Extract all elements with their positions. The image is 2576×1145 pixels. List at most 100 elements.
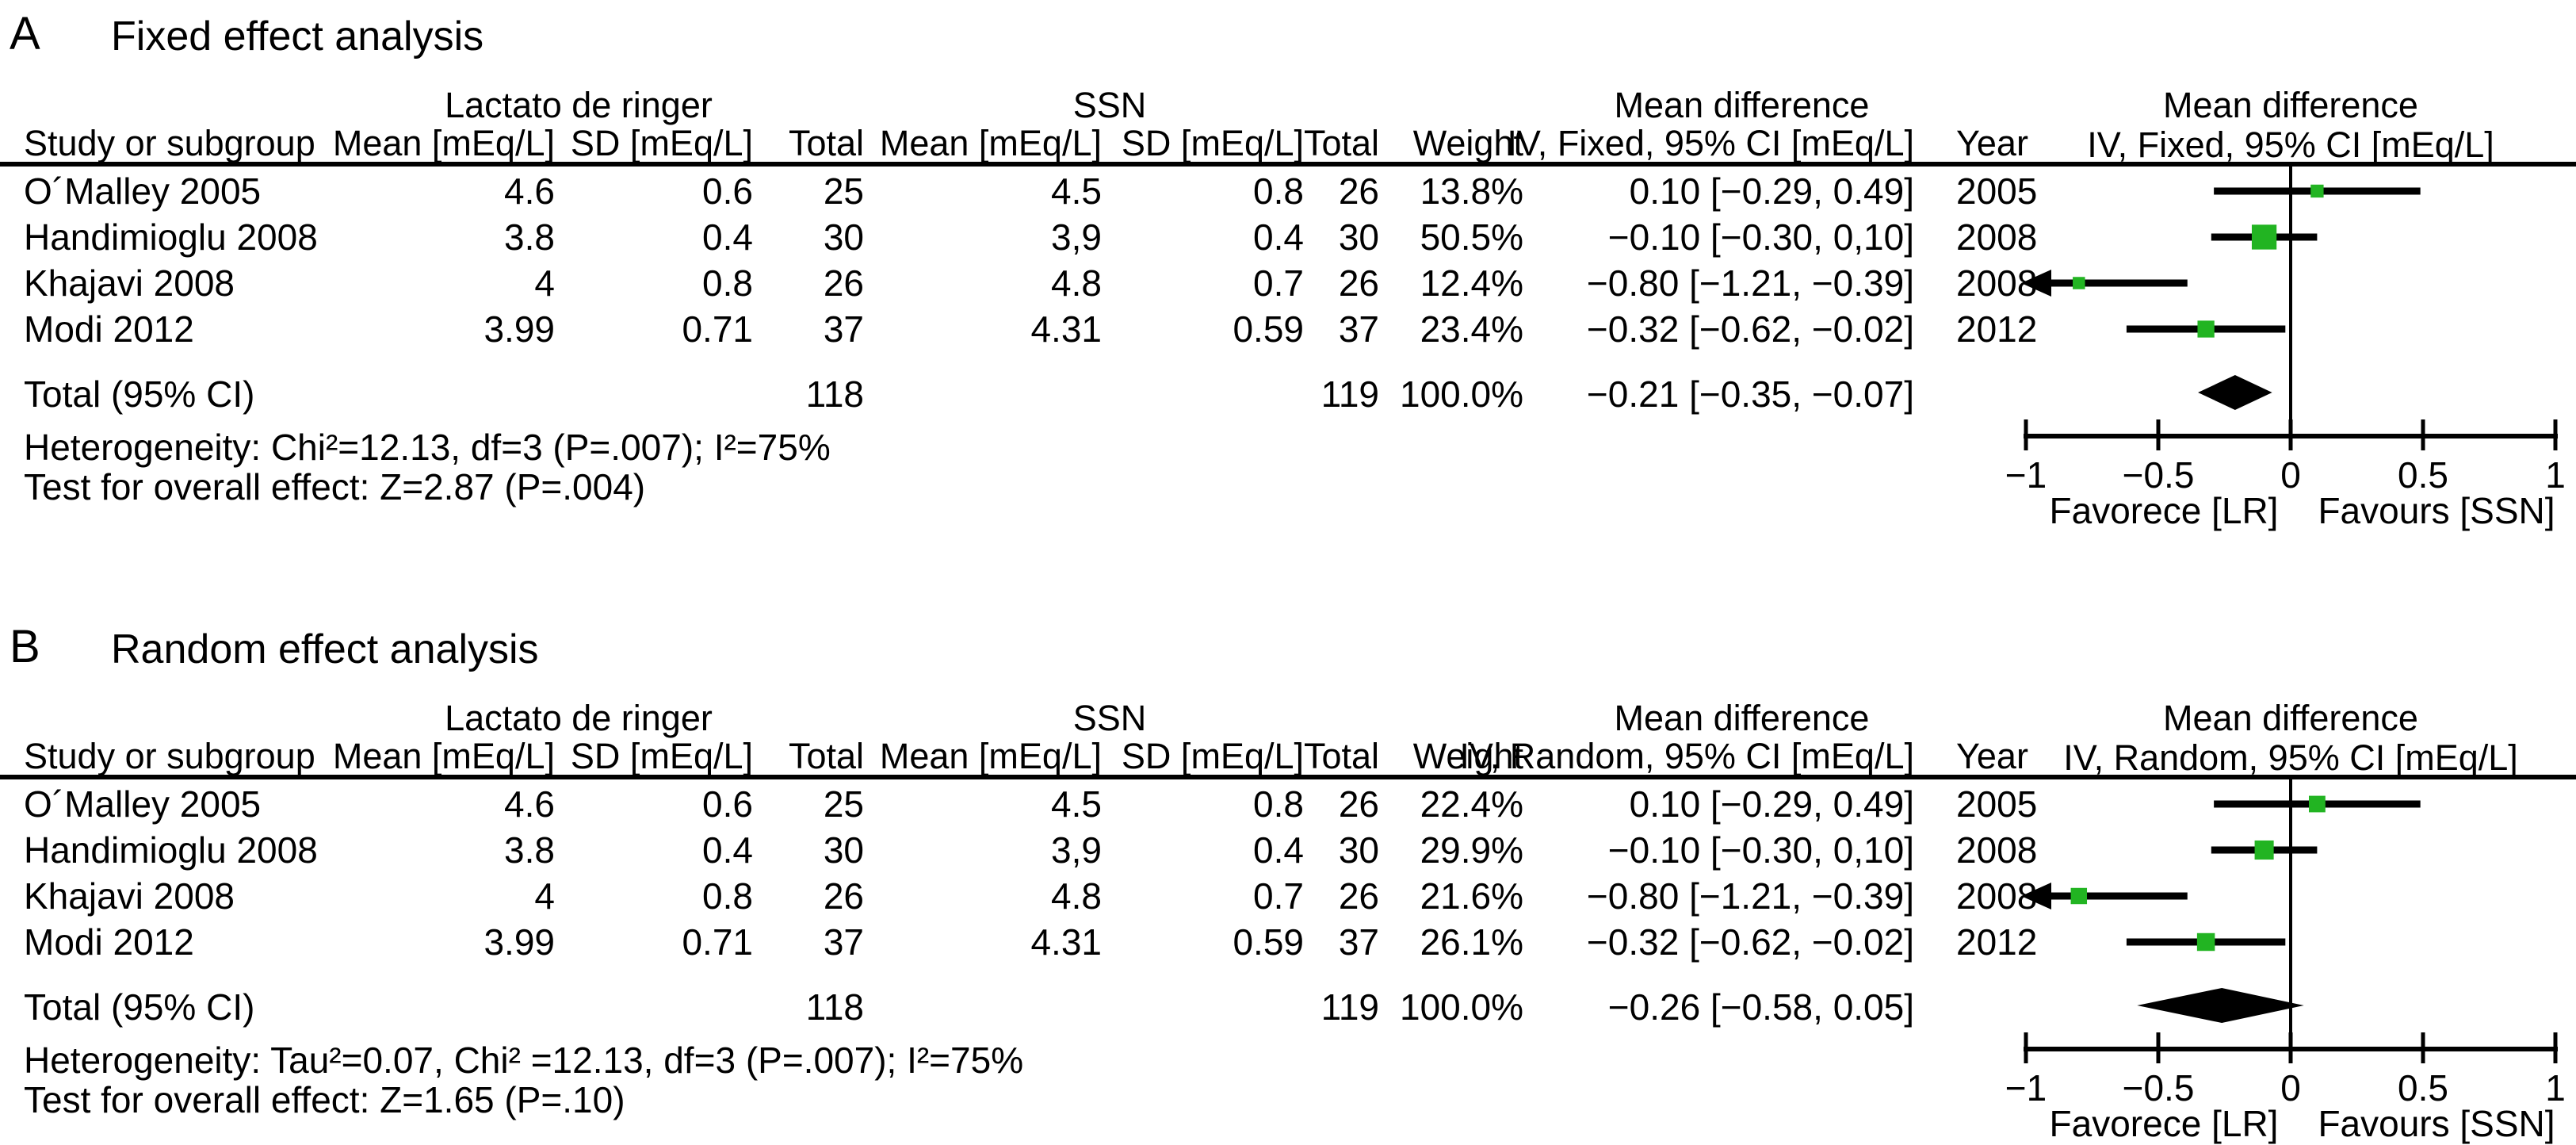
- m1-cell: 3.8: [504, 829, 555, 871]
- sd1-cell: 0.8: [702, 875, 753, 917]
- t2-cell: 26: [1338, 783, 1379, 825]
- table-row: Khajavi 2008 4 0.8 26 4.8 0.7 26 12.4% −0.80 [−1…: [0, 260, 2576, 306]
- column-header-mean-ssn: Mean [mEq/L]: [879, 123, 1102, 163]
- weight-cell: 26.1%: [1420, 921, 1523, 963]
- group-header-plot-mean-difference: Mean difference: [2163, 698, 2418, 738]
- study-cell: Modi 2012: [24, 921, 194, 963]
- heterogeneity-text: Heterogeneity: Chi²=12.13, df=3 (P=.007)…: [24, 427, 831, 468]
- total-n-ssn: 119: [1320, 986, 1379, 1028]
- m2-cell: 3,9: [1051, 829, 1102, 871]
- table-row: Modi 2012 3.99 0.71 37 4.31 0.59 37 23.4% −0.32 …: [0, 306, 2576, 352]
- point-estimate-square: [2310, 184, 2324, 198]
- study-cell: Khajavi 2008: [24, 875, 235, 917]
- t1-cell: 30: [823, 829, 864, 871]
- overall-effect-text: Test for overall effect: Z=2.87 (P=.004): [24, 466, 646, 507]
- x-axis-tick-label: −1: [2005, 1067, 2047, 1109]
- m1-cell: 4.6: [504, 783, 555, 825]
- column-header-mean-lr: Mean [mEq/L]: [332, 123, 555, 163]
- total-label: Total (95% CI): [24, 373, 255, 415]
- ci-cell: −0.32 [−0.62, −0.02]: [1586, 308, 1914, 350]
- m2-cell: 3,9: [1051, 216, 1102, 258]
- total-n-ssn: 119: [1320, 373, 1379, 415]
- ci-cell: 0.10 [−0.29, 0.49]: [1629, 783, 1914, 825]
- column-header-sd-ssn: SD [mEq/L]: [1121, 123, 1304, 163]
- total-row: Total (95% CI) 118 119 100.0% −0.26 [−0.…: [0, 984, 2576, 1030]
- sd1-cell: 0.4: [702, 216, 753, 258]
- overall-effect-text: Test for overall effect: Z=1.65 (P=.10): [24, 1079, 625, 1120]
- study-cell: Khajavi 2008: [24, 262, 235, 304]
- year-cell: 2012: [1956, 921, 2038, 963]
- m1-cell: 3.99: [483, 921, 555, 963]
- favours-right-label: Favours [SSN]: [2318, 490, 2555, 531]
- table-row: Handimioglu 2008 3.8 0.4 30 3,9 0.4 30 29.9% −0.…: [0, 827, 2576, 873]
- left-arrow-icon: [2021, 270, 2051, 297]
- weight-cell: 12.4%: [1420, 262, 1523, 304]
- t1-cell: 30: [823, 216, 864, 258]
- group-header-row: Lactato de ringer SSN Mean difference Me…: [0, 86, 2576, 125]
- table-row: O´Malley 2005 4.6 0.6 25 4.5 0.8 26 13.8% 0.10 […: [0, 168, 2576, 214]
- t1-cell: 37: [823, 921, 864, 963]
- column-header-total-ssn: Total: [1303, 123, 1379, 163]
- column-header-plot-ci: IV, Random, 95% CI [mEq/L]: [2063, 737, 2518, 778]
- panel-title: B Random effect analysis: [0, 619, 951, 675]
- sd1-cell: 0.6: [702, 783, 753, 825]
- x-axis-tick-label: 0: [2280, 454, 2301, 496]
- m2-cell: 4.5: [1051, 170, 1102, 212]
- ci-cell: −0.80 [−1.21, −0.39]: [1586, 262, 1914, 304]
- weight-cell: 50.5%: [1420, 216, 1523, 258]
- sd2-cell: 0.4: [1253, 829, 1304, 871]
- group-header-lactato: Lactato de ringer: [445, 85, 713, 125]
- column-header-study: Study or subgroup: [24, 123, 315, 163]
- year-cell: 2012: [1956, 308, 2038, 350]
- x-axis-tick-label: 0: [2280, 1067, 2301, 1109]
- point-estimate-square: [2308, 795, 2326, 813]
- sd1-cell: 0.4: [702, 829, 753, 871]
- t2-cell: 26: [1338, 170, 1379, 212]
- summary-diamond: [2137, 988, 2304, 1023]
- column-header-weight: Weight: [1412, 736, 1523, 776]
- x-axis-tick-label: −0.5: [2123, 1067, 2195, 1109]
- table-row: Modi 2012 3.99 0.71 37 4.31 0.59 37 26.1% −0.32 …: [0, 919, 2576, 965]
- group-header-ssn: SSN: [1072, 698, 1147, 738]
- column-header-mean-lr: Mean [mEq/L]: [332, 736, 555, 776]
- group-header-lactato: Lactato de ringer: [445, 698, 713, 738]
- year-cell: 2008: [1956, 829, 2038, 871]
- total-row: Total (95% CI) 118 119 100.0% −0.21 [−0.…: [0, 371, 2576, 417]
- year-cell: 2005: [1956, 170, 2038, 212]
- column-header-total-lr: Total: [788, 736, 864, 776]
- x-axis-tick-label: 0.5: [2398, 1067, 2448, 1109]
- weight-cell: 21.6%: [1420, 875, 1523, 917]
- point-estimate-square: [2070, 887, 2088, 905]
- weight-cell: 23.4%: [1420, 308, 1523, 350]
- panel-title-text: Random effect analysis: [111, 626, 539, 672]
- column-header-row: Study or subgroup Mean [mEq/L] SD [mEq/L…: [0, 123, 2576, 165]
- sd1-cell: 0.71: [682, 921, 753, 963]
- study-cell: O´Malley 2005: [24, 170, 262, 212]
- point-estimate-square: [2196, 932, 2215, 952]
- study-cell: Modi 2012: [24, 308, 194, 350]
- sd1-cell: 0.6: [702, 170, 753, 212]
- favours-right-label: Favours [SSN]: [2318, 1103, 2555, 1144]
- sd1-cell: 0.8: [702, 262, 753, 304]
- table-row: O´Malley 2005 4.6 0.6 25 4.5 0.8 26 22.4% 0.10 […: [0, 781, 2576, 827]
- weight-cell: 22.4%: [1420, 783, 1523, 825]
- sd1-cell: 0.71: [682, 308, 753, 350]
- m1-cell: 4.6: [504, 170, 555, 212]
- sd2-cell: 0.59: [1233, 308, 1304, 350]
- t2-cell: 37: [1338, 921, 1379, 963]
- ci-cell: 0.10 [−0.29, 0.49]: [1629, 170, 1914, 212]
- column-header-year: Year: [1956, 736, 2028, 776]
- m2-cell: 4.31: [1030, 308, 1102, 350]
- group-header-row: Lactato de ringer SSN Mean difference Me…: [0, 699, 2576, 738]
- t2-cell: 26: [1338, 875, 1379, 917]
- x-axis-tick-label: −0.5: [2123, 454, 2195, 496]
- ci-cell: −0.10 [−0.30, 0,10]: [1607, 829, 1914, 871]
- total-n-lr: 118: [805, 986, 864, 1028]
- t1-cell: 25: [823, 783, 864, 825]
- column-header-plot-ci: IV, Fixed, 95% CI [mEq/L]: [2087, 124, 2494, 165]
- t1-cell: 25: [823, 170, 864, 212]
- m1-cell: 3.99: [483, 308, 555, 350]
- study-cell: Handimioglu 2008: [24, 829, 318, 871]
- year-cell: 2008: [1956, 216, 2038, 258]
- sd2-cell: 0.4: [1253, 216, 1304, 258]
